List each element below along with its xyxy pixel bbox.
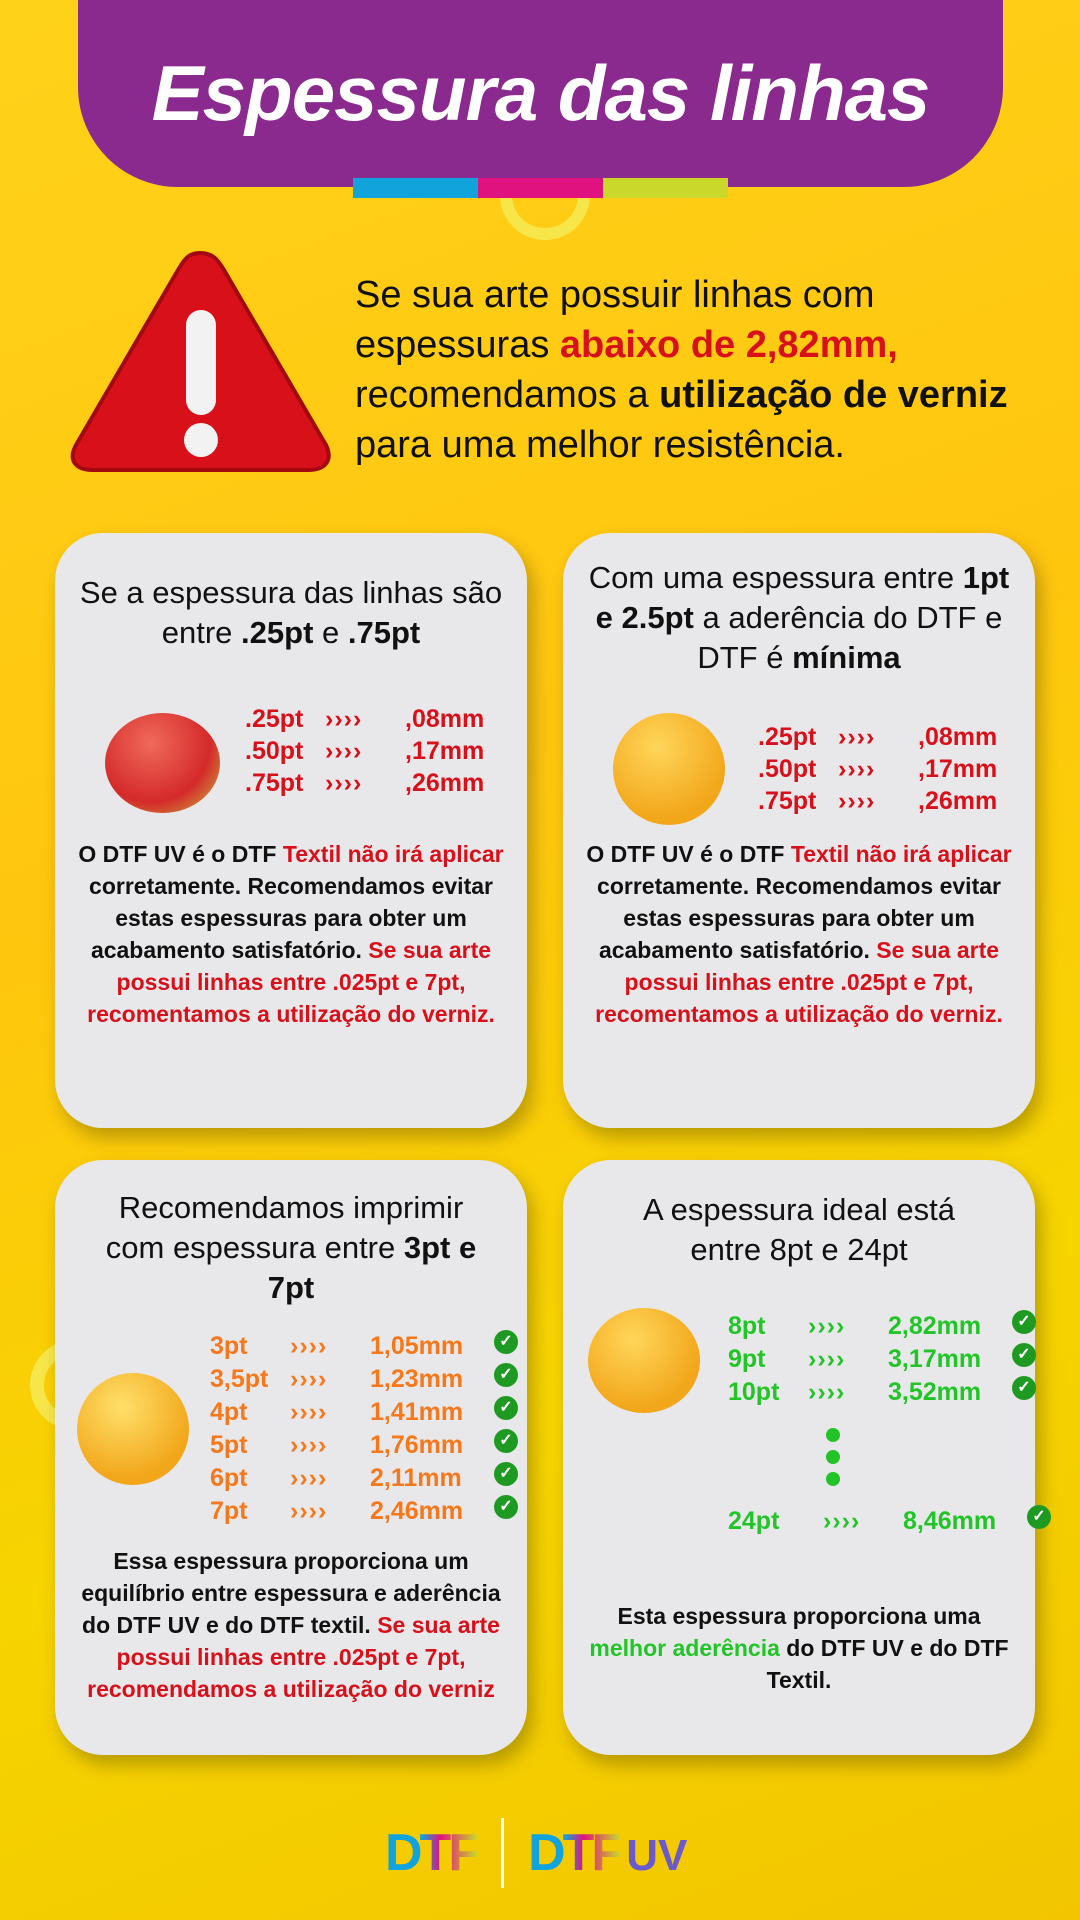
conversion-list: 8pt ›››› 2,82mm ✓ 9pt ›››› 3,17mm ✓ 10pt ›››› 3,… bbox=[728, 1310, 1051, 1538]
check-icon: ✓ bbox=[1012, 1343, 1036, 1367]
heart-eyes-emoji-icon bbox=[588, 1308, 700, 1413]
conversion-list: 3pt ›››› 1,05mm ✓ 3,5pt ›››› 1,23mm ✓ 4pt ›››› 1… bbox=[210, 1330, 518, 1528]
warning-triangle-icon bbox=[70, 250, 331, 472]
color-bars bbox=[353, 178, 728, 198]
check-icon: ✓ bbox=[494, 1396, 518, 1420]
check-icon: ✓ bbox=[494, 1330, 518, 1354]
card-description: Essa espessura proporciona um equilíbrio… bbox=[81, 1548, 501, 1702]
check-icon: ✓ bbox=[494, 1429, 518, 1453]
dtf-logo: DTF bbox=[385, 1824, 480, 1882]
check-icon: ✓ bbox=[494, 1363, 518, 1387]
check-icon: ✓ bbox=[494, 1462, 518, 1486]
logo-divider bbox=[501, 1818, 505, 1888]
dtf-uv-logo: DTF UV bbox=[528, 1824, 688, 1882]
card-description: O DTF UV é o DTF Textil não irá aplicar … bbox=[586, 841, 1012, 1027]
card-description: O DTF UV é o DTF Textil não irá aplicar … bbox=[78, 841, 504, 1027]
angry-emoji-icon bbox=[105, 713, 220, 813]
card-minimal-adhesion: Com uma espessura entre 1pt e 2.5pt a ad… bbox=[563, 533, 1035, 1128]
card-ideal: A espessura ideal está entre 8pt e 24pt … bbox=[563, 1160, 1051, 1755]
grimacing-emoji-icon bbox=[613, 713, 725, 825]
header-banner: Espessura das linhas bbox=[78, 0, 1003, 187]
ellipsis-dots bbox=[728, 1409, 1051, 1505]
warning-message: Se sua arte possuir linhas com espessura… bbox=[355, 274, 1008, 466]
card-thin-lines: Se a espessura das linhas são entre .25p… bbox=[55, 533, 527, 1128]
check-icon: ✓ bbox=[1012, 1376, 1036, 1400]
check-icon: ✓ bbox=[1012, 1310, 1036, 1334]
card-recommended: Recomendamos imprimir com espessura entr… bbox=[55, 1160, 527, 1755]
brand-logos: DTF DTF UV bbox=[385, 1818, 687, 1888]
page-title: Espessura das linhas bbox=[151, 49, 931, 137]
check-icon: ✓ bbox=[1027, 1505, 1051, 1529]
check-icon: ✓ bbox=[494, 1495, 518, 1519]
winking-emoji-icon bbox=[77, 1373, 189, 1485]
conversion-list: .25pt ›››› ,08mm .50pt ›››› ,17mm .75pt ››››,… bbox=[758, 723, 998, 815]
card-description: Esta espessura proporciona uma melhor ad… bbox=[589, 1603, 1009, 1693]
conversion-list: .25pt ›››› ,08mm .50pt ›››› ,17mm .75pt ››››,… bbox=[245, 705, 485, 797]
